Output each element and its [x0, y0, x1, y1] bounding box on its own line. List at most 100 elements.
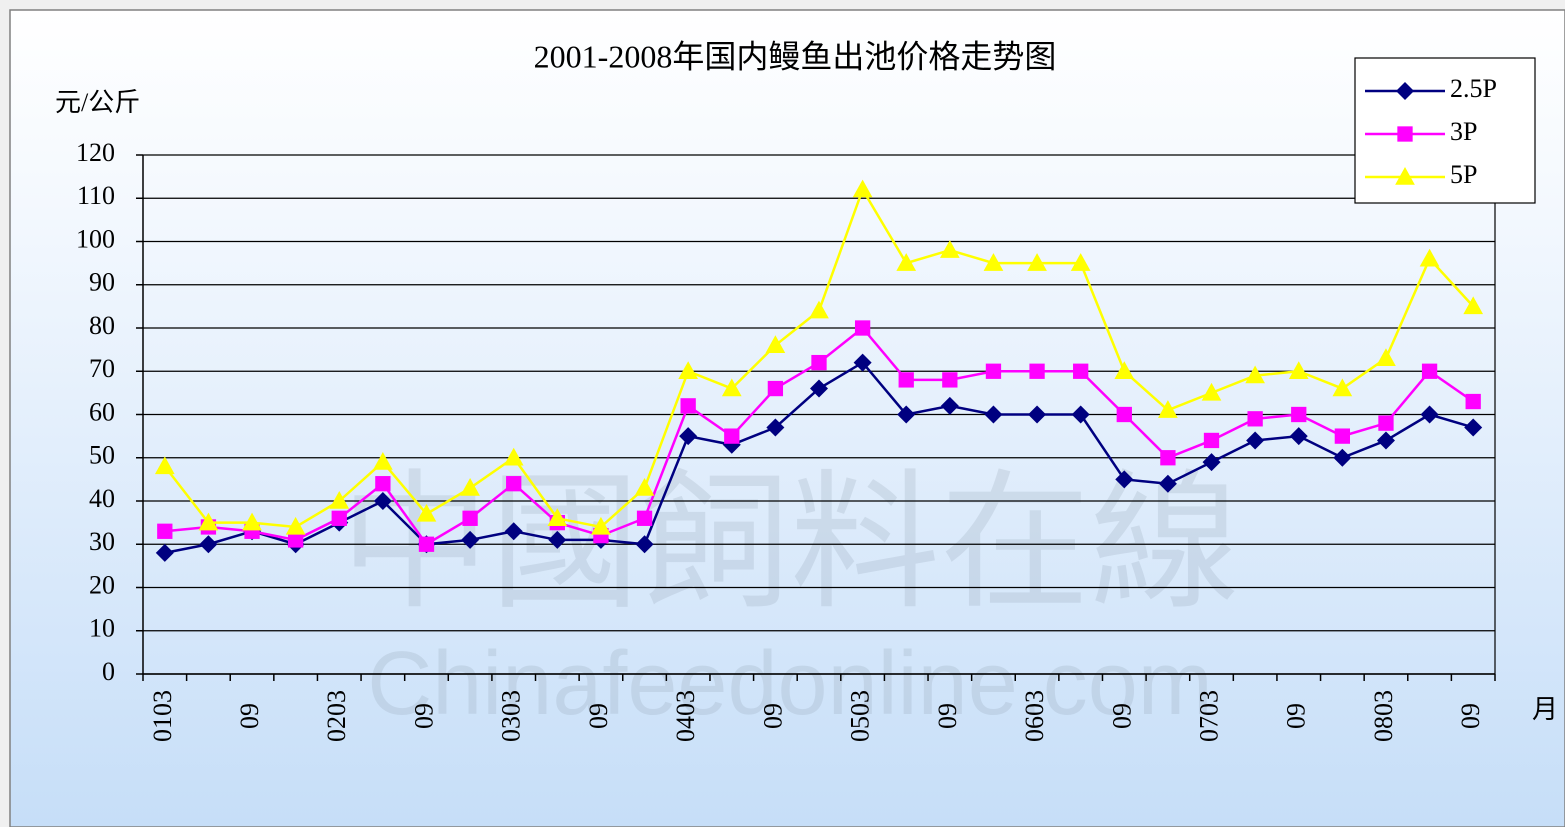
- series: [155, 353, 1483, 562]
- y-tick-label: 100: [76, 224, 115, 253]
- marker: [199, 535, 218, 554]
- marker: [1419, 248, 1440, 267]
- marker: [767, 380, 784, 397]
- marker: [942, 372, 958, 388]
- marker: [1376, 348, 1396, 366]
- y-tick-label: 20: [89, 570, 115, 599]
- x-tick-label: 09: [1456, 703, 1485, 729]
- marker: [766, 418, 785, 437]
- x-tick-label: 09: [409, 703, 438, 729]
- marker: [811, 354, 827, 371]
- marker: [331, 510, 347, 526]
- marker: [1376, 431, 1395, 450]
- marker: [940, 396, 959, 415]
- y-tick-label: 80: [89, 311, 115, 340]
- marker: [1160, 450, 1176, 466]
- x-tick-label: 09: [933, 703, 962, 729]
- x-tick-label: 0803: [1369, 690, 1398, 742]
- marker: [1115, 470, 1134, 489]
- series: [157, 320, 1481, 552]
- marker: [724, 428, 740, 444]
- y-axis-label: 元/公斤: [55, 88, 140, 117]
- marker: [1378, 415, 1394, 431]
- y-tick-label: 10: [89, 614, 115, 643]
- marker: [1071, 405, 1090, 424]
- x-tick-label: 0303: [497, 690, 526, 742]
- marker: [854, 320, 871, 336]
- x-tick-label: 0103: [148, 690, 177, 742]
- marker: [1291, 406, 1307, 423]
- marker: [1028, 405, 1047, 424]
- marker: [1070, 253, 1091, 271]
- marker: [985, 363, 1002, 379]
- marker: [939, 240, 960, 258]
- marker: [1395, 166, 1415, 185]
- x-tick-label: 0703: [1194, 690, 1223, 742]
- legend-label: 3P: [1450, 117, 1477, 146]
- series: [154, 179, 1484, 535]
- y-tick-label: 30: [89, 527, 115, 556]
- y-tick-label: 50: [89, 441, 115, 470]
- y-tick-label: 0: [102, 657, 115, 686]
- marker: [285, 516, 306, 535]
- marker: [1463, 296, 1484, 315]
- marker: [198, 512, 219, 531]
- marker: [1029, 363, 1045, 379]
- x-tick-label: 0203: [322, 690, 351, 742]
- watermark: Chinafeedonline.com: [367, 634, 1213, 734]
- x-tick-label: 0603: [1020, 690, 1049, 742]
- marker: [1333, 448, 1352, 467]
- marker: [1332, 378, 1353, 397]
- marker: [1246, 431, 1265, 450]
- y-tick-label: 40: [89, 484, 115, 513]
- marker: [591, 516, 611, 535]
- x-tick-label: 09: [584, 703, 613, 729]
- x-axis-label: 月: [1532, 695, 1558, 724]
- x-tick-label: 09: [235, 703, 264, 729]
- marker: [504, 522, 523, 541]
- marker: [1288, 361, 1309, 379]
- marker: [1334, 428, 1351, 444]
- y-tick-label: 60: [89, 397, 115, 426]
- marker: [416, 503, 437, 522]
- marker: [983, 253, 1004, 271]
- marker: [634, 477, 655, 496]
- marker: [679, 427, 698, 446]
- marker: [1397, 126, 1413, 142]
- marker: [809, 300, 829, 319]
- marker: [1073, 363, 1089, 379]
- marker: [1465, 393, 1481, 410]
- marker: [810, 379, 828, 398]
- marker: [1203, 432, 1220, 449]
- legend-label: 5P: [1450, 160, 1477, 189]
- marker: [373, 452, 393, 470]
- y-tick-label: 120: [76, 138, 115, 167]
- marker: [984, 405, 1003, 424]
- marker: [1158, 400, 1178, 418]
- marker: [287, 532, 304, 548]
- marker: [1247, 411, 1263, 427]
- marker: [897, 405, 916, 424]
- x-tick-label: 0503: [846, 690, 875, 742]
- marker: [853, 353, 872, 372]
- x-tick-label: 0403: [671, 690, 700, 742]
- marker: [418, 536, 435, 552]
- legend: [1354, 57, 1536, 204]
- marker: [1202, 453, 1221, 472]
- marker: [721, 378, 742, 397]
- x-tick-label: 09: [1282, 703, 1311, 729]
- y-tick-label: 90: [89, 268, 115, 297]
- marker: [154, 456, 175, 475]
- marker: [636, 510, 653, 526]
- marker: [547, 508, 568, 526]
- marker: [1396, 82, 1414, 100]
- marker: [157, 523, 173, 539]
- marker: [462, 510, 478, 526]
- marker: [329, 490, 350, 509]
- marker: [678, 361, 699, 379]
- marker: [765, 335, 786, 353]
- chart-title: 2001-2008年国内鳗鱼出池价格走势图: [534, 38, 1057, 74]
- marker: [548, 530, 567, 549]
- marker: [1421, 363, 1438, 379]
